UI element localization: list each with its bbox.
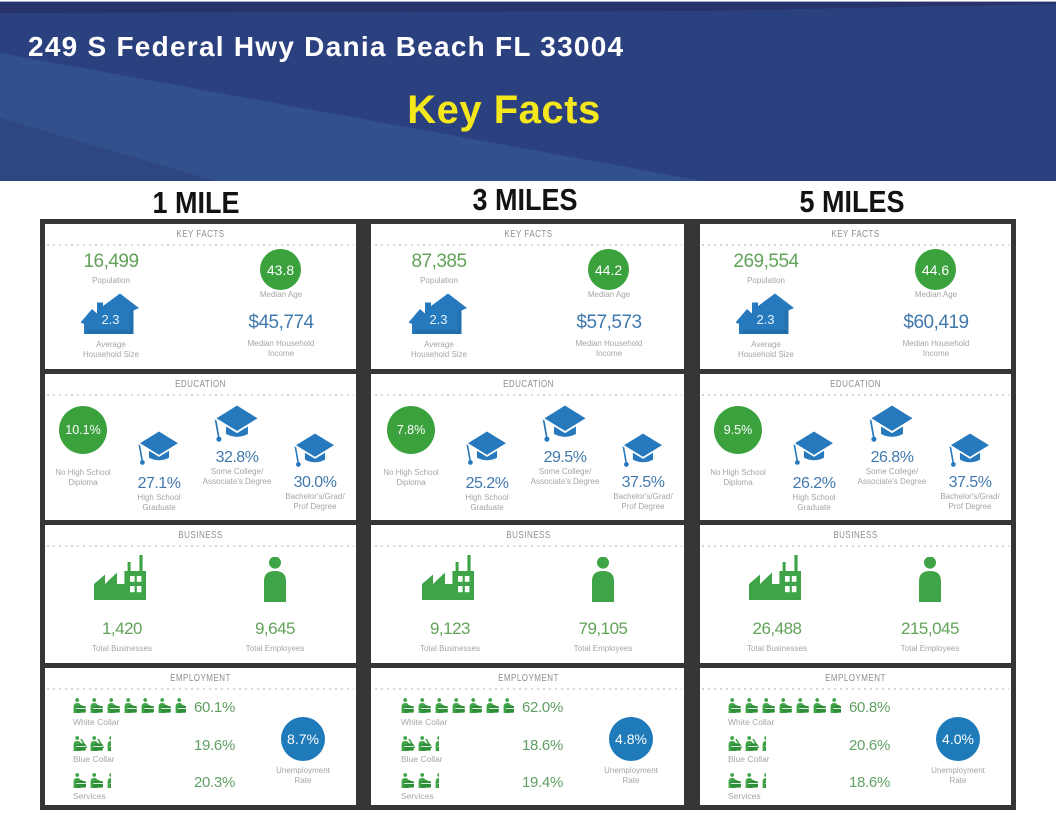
svg-text:2.3: 2.3	[756, 312, 774, 327]
svg-text:2.3: 2.3	[429, 312, 447, 327]
svg-text:2.3: 2.3	[101, 312, 119, 327]
